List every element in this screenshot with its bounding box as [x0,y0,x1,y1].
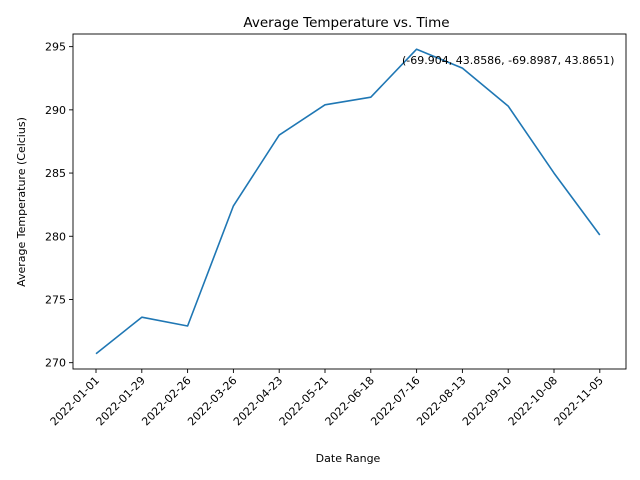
y-tick-label: 280 [45,230,66,243]
plot-frame [72,33,627,370]
y-axis-label: Average Temperature (Celcius) [15,117,28,287]
series-line [95,48,601,355]
y-tick-label: 285 [45,167,66,180]
y-axis: 270 275 280 285 290 295 [45,41,73,370]
x-axis-label: Date Range [316,452,381,465]
y-tick-label: 270 [45,357,66,370]
annotation-text: (-69.904, 43.8586, -69.8987, 43.8651) [402,54,614,67]
plot-area: (-69.904, 43.8586, -69.8987, 43.8651) [95,48,614,355]
chart-title: Average Temperature vs. Time [243,15,449,31]
y-tick-label: 295 [45,41,66,54]
y-tick-label: 275 [45,293,66,306]
y-tick-label: 290 [45,104,66,117]
